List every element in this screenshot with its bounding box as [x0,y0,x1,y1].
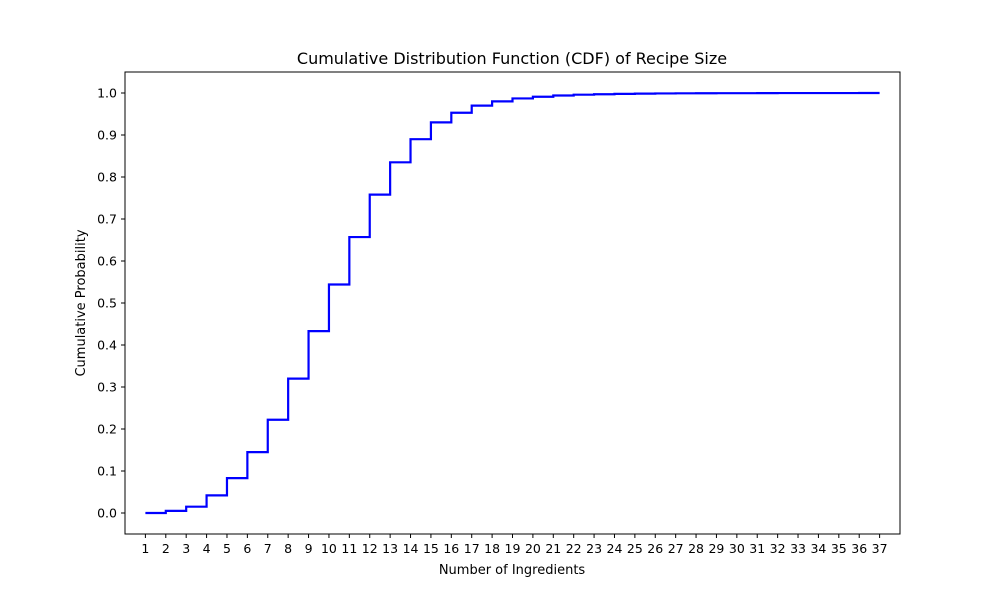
x-tick-label: 27 [668,541,684,556]
x-tick-label: 3 [182,541,190,556]
x-tick-label: 22 [566,541,582,556]
y-tick-label: 0.1 [97,464,117,479]
x-tick-label: 23 [586,541,602,556]
x-tick-label: 28 [688,541,704,556]
y-axis-ticks: 0.0 0.1 0.2 0.3 0.4 0.5 0.6 0.7 0.8 0.9 1.0 [97,86,125,521]
x-tick-label: 5 [223,541,231,556]
x-tick-label: 36 [851,541,867,556]
x-tick-label: 30 [729,541,745,556]
y-tick-label: 0.0 [97,506,117,521]
x-tick-label: 7 [264,541,272,556]
chart-title: Cumulative Distribution Function (CDF) o… [297,49,727,68]
x-tick-label: 16 [443,541,459,556]
y-tick-label: 0.9 [97,128,117,143]
x-tick-label: 2 [162,541,170,556]
x-tick-label: 25 [627,541,643,556]
x-tick-label: 14 [403,541,419,556]
x-tick-label: 19 [505,541,521,556]
x-tick-label: 24 [607,541,623,556]
cdf-step-line [145,91,880,515]
x-tick-label: 12 [362,541,378,556]
x-tick-label: 17 [464,541,480,556]
y-tick-label: 1.0 [97,86,117,101]
x-tick-label: 18 [484,541,500,556]
x-tick-label: 11 [341,541,357,556]
x-tick-label: 31 [749,541,765,556]
x-axis-ticks: 1 2 3 4 5 6 7 8 9 10 11 12 13 14 15 16 17 18 19 20 21 22 23 24 2… [141,534,888,556]
x-tick-label: 33 [790,541,806,556]
plot-area: 1 2 3 4 5 6 7 8 9 10 11 12 13 14 15 16 17 18 19 20 21 22 23 24 2… [97,71,901,556]
y-tick-label: 0.2 [97,422,117,437]
y-axis-title: Cumulative Probability [74,229,89,376]
x-tick-label: 13 [382,541,398,556]
x-tick-label: 26 [647,541,663,556]
y-tick-label: 0.4 [97,338,117,353]
x-tick-label: 10 [321,541,337,556]
x-tick-label: 35 [831,541,847,556]
x-tick-label: 21 [545,541,561,556]
x-tick-label: 6 [243,541,251,556]
x-tick-label: 8 [284,541,292,556]
x-tick-label: 32 [770,541,786,556]
x-tick-label: 1 [141,541,149,556]
y-tick-label: 0.6 [97,254,117,269]
y-tick-label: 0.7 [97,212,117,227]
x-tick-label: 20 [525,541,541,556]
x-axis-title: Number of Ingredients [439,563,586,578]
x-tick-label: 37 [872,541,888,556]
plot-frame [124,71,901,535]
x-tick-label: 34 [810,541,826,556]
x-tick-label: 29 [708,541,724,556]
y-tick-label: 0.5 [97,296,117,311]
x-tick-label: 4 [203,541,211,556]
x-tick-label: 9 [305,541,313,556]
y-tick-label: 0.8 [97,170,117,185]
x-tick-label: 15 [423,541,439,556]
series-layer [145,91,880,515]
y-tick-label: 0.3 [97,380,117,395]
